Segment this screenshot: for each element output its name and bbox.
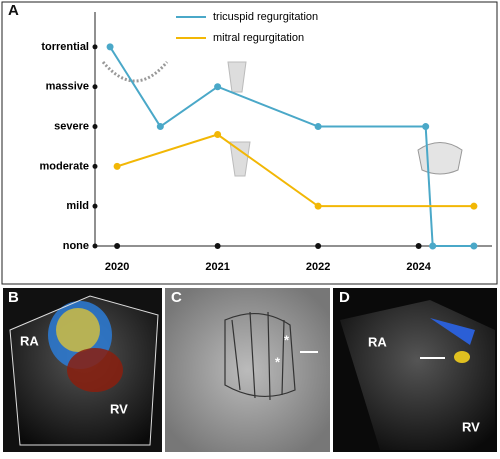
y-tick-label: torrential (41, 41, 89, 53)
y-tick (92, 243, 98, 249)
image-annotation: RV (110, 401, 128, 416)
panel-label: B (8, 289, 19, 306)
x-tick (114, 243, 121, 249)
legend-label: mitral regurgitation (213, 32, 304, 44)
y-tick (92, 163, 98, 169)
y-tick (92, 203, 98, 209)
image-annotation: RV (462, 419, 480, 434)
y-tick-label: severe (54, 120, 89, 132)
data-point (422, 123, 430, 131)
y-tick (92, 124, 98, 130)
data-point (470, 202, 478, 210)
data-point (106, 43, 114, 51)
data-point (156, 123, 164, 131)
panel-b (3, 288, 162, 452)
y-tick-label: massive (46, 81, 89, 93)
x-tick-label: 2020 (105, 261, 129, 273)
legend-label: tricuspid regurgitation (213, 11, 318, 23)
image-annotation: RA (20, 333, 39, 348)
valve-icon (101, 61, 463, 177)
image-annotation: * (275, 354, 281, 369)
x-tick-label: 2024 (406, 261, 431, 273)
y-tick-label: none (63, 240, 89, 252)
panel-label: A (8, 2, 19, 19)
data-point (214, 131, 222, 139)
x-tick (214, 243, 221, 249)
image-annotation: RA (368, 334, 387, 349)
panel-label: D (339, 289, 350, 306)
y-tick-label: mild (66, 200, 89, 212)
data-point (214, 83, 222, 91)
panel-label: C (171, 289, 182, 306)
x-tick (415, 243, 422, 249)
data-point (113, 162, 121, 170)
panel-d (333, 288, 497, 452)
data-point (429, 242, 437, 250)
data-point (314, 202, 322, 210)
x-tick-label: 2021 (205, 261, 229, 273)
image-annotation: * (284, 332, 290, 347)
y-tick (92, 44, 98, 50)
panel-c (165, 288, 330, 452)
data-point (314, 123, 322, 131)
y-tick-label: moderate (39, 160, 89, 172)
series-line (116, 133, 474, 208)
x-tick (315, 243, 322, 249)
x-tick-label: 2022 (306, 261, 330, 273)
y-tick (92, 84, 98, 90)
data-point (470, 242, 478, 250)
